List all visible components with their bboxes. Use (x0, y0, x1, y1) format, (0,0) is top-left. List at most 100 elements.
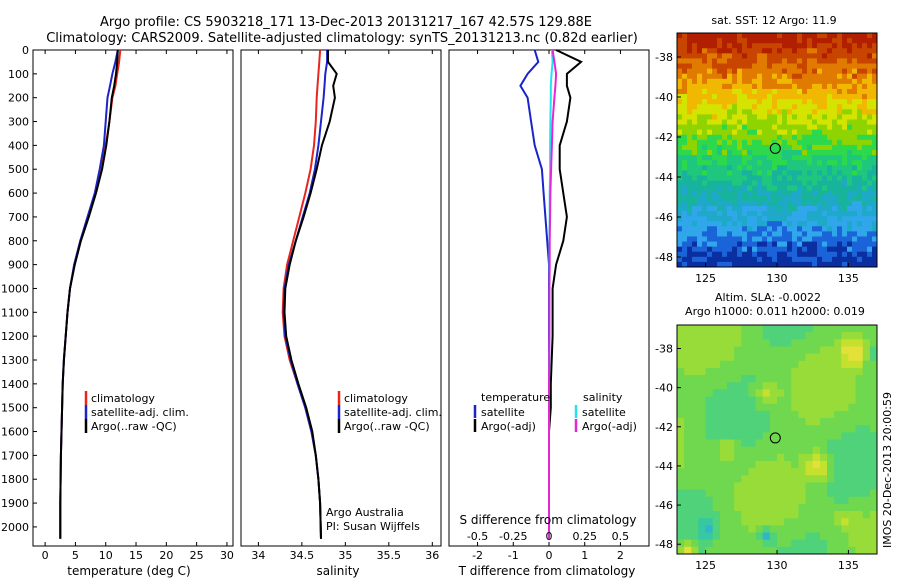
sla-cell (719, 460, 728, 469)
sla-cell (762, 425, 771, 433)
sst-cell (712, 195, 718, 202)
sst-cell (802, 88, 808, 95)
sst-cell (767, 94, 773, 100)
sst-cell (847, 94, 853, 100)
sla-cell (698, 432, 706, 440)
sst-cell (827, 165, 833, 171)
sla-cell (869, 418, 878, 426)
sst-cell (792, 195, 798, 202)
x-tick-label: 135 (838, 272, 859, 285)
sla-cell (727, 468, 735, 476)
sst-cell (717, 83, 723, 90)
sst-cell (697, 88, 703, 95)
sst-cell (687, 246, 693, 253)
sla-cell (741, 518, 749, 526)
sst-cell (837, 200, 843, 207)
sst-cell (757, 53, 763, 59)
sla-cell (769, 396, 778, 405)
sst-cell (677, 58, 683, 64)
sst-cell (827, 251, 833, 258)
sst-cell (687, 185, 693, 192)
sst-cell (732, 175, 738, 181)
sla-cell (834, 503, 842, 512)
sst-cell (847, 216, 853, 222)
sla-cell (684, 482, 692, 490)
sla-cell (762, 439, 771, 448)
sla-cell (698, 410, 706, 419)
sst-cell (707, 205, 713, 212)
sst-cell (872, 68, 878, 75)
sst-cell (697, 200, 703, 207)
sst-cell (762, 109, 768, 115)
sst-cell (757, 43, 763, 49)
sst-cell (732, 241, 738, 248)
sst-cell (702, 99, 708, 105)
sla-cell (698, 482, 706, 490)
sla-cell (705, 532, 714, 541)
x2-tick-label: -0.25 (499, 530, 527, 543)
sla-cell (691, 432, 699, 440)
sst-cell (727, 38, 733, 44)
sla-cell (841, 432, 849, 440)
sst-cell (807, 129, 813, 136)
sst-cell (787, 185, 793, 192)
sst-cell (867, 165, 873, 171)
sla-cell (805, 375, 814, 383)
sla-cell (805, 325, 814, 333)
sst-cell (707, 134, 713, 141)
sla-cell (691, 332, 699, 340)
sla-cell (741, 439, 749, 448)
sla-cell (762, 503, 771, 512)
sst-cell (712, 94, 718, 100)
sst-cell (762, 236, 768, 242)
sst-cell (712, 53, 718, 59)
sst-cell (767, 200, 773, 207)
sla-cell (748, 503, 756, 512)
sst-cell (862, 43, 868, 49)
y-tick-label: 1500 (1, 402, 29, 415)
sst-cell (842, 134, 848, 141)
sst-cell (872, 190, 878, 197)
sst-cell (792, 185, 798, 192)
sst-cell (707, 251, 713, 258)
sla-cell (719, 375, 728, 383)
sla-cell (684, 396, 692, 405)
sst-cell (852, 38, 858, 44)
sla-cell (748, 325, 756, 333)
sst-cell (702, 139, 708, 146)
sst-cell (862, 134, 868, 141)
sst-cell (702, 205, 708, 212)
sla-cell (719, 446, 728, 455)
sst-cell (772, 150, 778, 156)
sla-cell (812, 339, 821, 347)
sla-cell (741, 525, 749, 533)
sst-cell (692, 134, 698, 141)
sla-cell (755, 396, 764, 405)
sst-cell (867, 211, 873, 217)
sla-cell (834, 346, 842, 355)
sst-cell (802, 231, 808, 237)
sst-cell (787, 73, 793, 80)
sst-cell (822, 38, 828, 44)
sla-cell (727, 425, 735, 433)
sst-cell (817, 185, 823, 192)
sst-cell (862, 73, 868, 80)
sst-cell (762, 58, 768, 64)
sst-cell (872, 33, 878, 39)
sst-cell (732, 165, 738, 171)
sst-cell (727, 261, 733, 268)
sla-cell (712, 453, 721, 462)
sst-cell (867, 175, 873, 181)
sla-cell (698, 353, 706, 362)
sst-cell (697, 38, 703, 44)
sst-cell (867, 63, 873, 70)
sst-cell (827, 38, 833, 44)
sst-cell (872, 73, 878, 80)
sla-cell (698, 389, 706, 397)
sst-cell (802, 185, 808, 192)
sst-cell (677, 104, 683, 110)
sst-cell (707, 241, 713, 248)
sst-cell (827, 246, 833, 253)
sst-cell (727, 150, 733, 156)
sst-cell (762, 33, 768, 39)
